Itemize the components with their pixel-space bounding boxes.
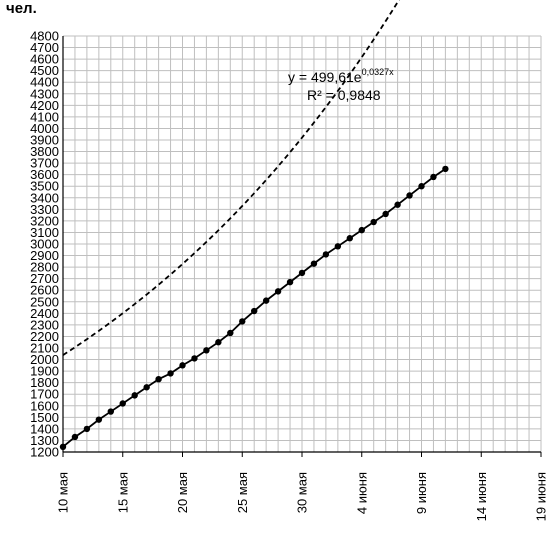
y-tick-label: 2200 (30, 329, 59, 344)
y-tick-label: 1600 (30, 398, 59, 413)
data-point (274, 288, 282, 295)
data-point (83, 425, 91, 433)
y-tick-label: 4500 (30, 63, 59, 78)
data-point (251, 307, 258, 315)
y-tick-label: 2000 (30, 352, 59, 367)
y-tick-label: 2700 (30, 271, 59, 286)
data-point (298, 269, 306, 277)
data-point (191, 355, 198, 362)
x-tick-label: 15 мая (115, 472, 130, 513)
data-point (382, 210, 389, 218)
data-point (59, 443, 67, 450)
data-point (322, 251, 330, 258)
y-tick-label: 2800 (30, 260, 59, 275)
x-tick-labels: 10 мая 15 мая 20 мая 25 мая 30 мая 4 июня 9 ию… (56, 472, 549, 521)
x-tick-label: 20 мая (175, 472, 190, 513)
y-tick-label: 4100 (30, 109, 59, 124)
data-point (71, 433, 79, 441)
trendline-equation: y = 499,61e0,0327x (288, 67, 394, 85)
y-tick-label: 3500 (30, 179, 59, 194)
y-tick-label: 1400 (30, 421, 59, 436)
data-point (262, 297, 270, 304)
x-tick-label: 19 июня (534, 472, 549, 521)
y-tick-label: 3100 (30, 225, 59, 240)
data-point (394, 201, 401, 208)
y-tick-label: 4200 (30, 98, 59, 113)
y-tick-label: 3700 (30, 156, 59, 171)
y-tick-label: 2600 (30, 283, 59, 298)
data-point (107, 408, 115, 415)
data-point (143, 384, 150, 391)
data-point (239, 318, 246, 325)
trendline (62, 0, 401, 356)
data-point (155, 376, 162, 383)
y-tick-label: 1700 (30, 387, 59, 402)
x-tick-label: 10 мая (56, 472, 71, 513)
y-tick-label: 3900 (30, 133, 59, 148)
y-tick-label: 3000 (30, 237, 59, 252)
y-tick-label: 3800 (30, 144, 59, 159)
y-unit-label: чел. (6, 0, 37, 17)
y-tick-label: 1200 (30, 445, 59, 460)
data-point (406, 192, 413, 199)
y-tick-label: 2300 (30, 317, 59, 332)
x-tick-label: 9 июня (414, 472, 429, 514)
y-tick-label: 2400 (30, 306, 59, 321)
data-point (119, 400, 126, 407)
y-tick-label: 3600 (30, 167, 59, 182)
data-point (442, 165, 449, 173)
y-tick-label: 1300 (30, 433, 59, 448)
x-tick-label: 30 мая (295, 472, 310, 513)
data-point (310, 260, 318, 267)
x-tick-label: 25 мая (235, 472, 250, 513)
data-point (358, 226, 365, 234)
data-point (334, 243, 342, 250)
data-point (430, 173, 437, 181)
y-tick-label: 2900 (30, 248, 59, 263)
data-point (179, 362, 186, 369)
grid (63, 35, 542, 452)
data-point (95, 416, 103, 423)
data-point (131, 392, 138, 399)
y-tick-label: 1900 (30, 364, 59, 379)
x-tick-label: 4 июня (354, 472, 369, 514)
y-tick-label: 4600 (30, 52, 59, 67)
y-tick-label: 4400 (30, 75, 59, 90)
y-tick-label: 4700 (30, 40, 59, 55)
y-tick-label: 4000 (30, 121, 59, 136)
x-tick-label: 14 июня (474, 472, 489, 521)
data-point (370, 218, 377, 226)
y-tick-labels: 1200130014001500160017001800190020002100… (30, 29, 59, 460)
r-squared-label: R² = 0,9848 (307, 87, 381, 103)
axes (62, 36, 542, 457)
y-tick-label: 2100 (30, 341, 59, 356)
y-tick-label: 3200 (30, 213, 59, 228)
data-point (203, 347, 210, 354)
y-tick-label: 1800 (30, 375, 59, 390)
data-point (286, 278, 294, 286)
data-point (346, 235, 353, 242)
y-tick-label: 2500 (30, 294, 59, 309)
series-group (59, 0, 449, 450)
data-point (215, 339, 222, 346)
y-tick-label: 4800 (30, 29, 59, 44)
y-tick-label: 3300 (30, 202, 59, 217)
y-tick-label: 3400 (30, 190, 59, 205)
data-point (418, 183, 425, 190)
data-point (167, 370, 174, 377)
y-tick-label: 1500 (30, 410, 59, 425)
data-point (227, 329, 234, 337)
y-tick-label: 4300 (30, 86, 59, 101)
